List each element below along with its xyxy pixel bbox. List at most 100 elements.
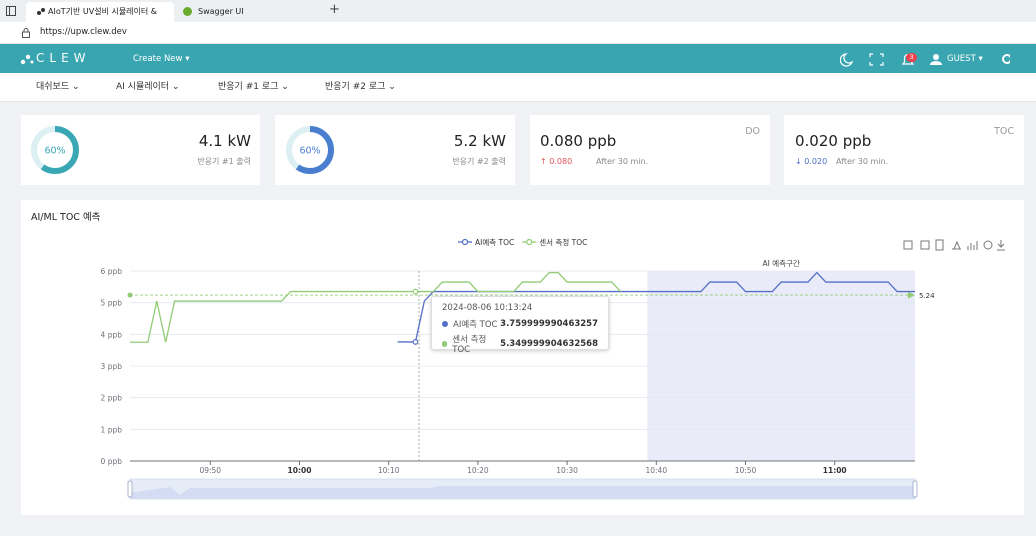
- x-tick-label: 10:30: [556, 466, 578, 475]
- tooltip-dot: [442, 321, 449, 327]
- x-tick-label: 10:40: [645, 466, 667, 475]
- gauge-arc: [286, 126, 334, 174]
- nav-item[interactable]: 반응기 #1 로그 ⌄: [218, 82, 289, 92]
- chart: AI 예측구간 0 ppb 1 ppb 2 ppb 3 ppb 4 ppb 5 ppb 6 p…: [101, 237, 1005, 500]
- mark-line-arrow: [908, 291, 915, 299]
- nav-label: 반응기 #2 로그: [325, 82, 386, 92]
- series-line: [130, 271, 622, 343]
- tooltip-title: 2024-08-06 10:13:24: [442, 303, 533, 313]
- stat-card: 60% 4.1 kW 반응기 #1 출력: [21, 115, 260, 185]
- notification-badge: 3: [906, 53, 917, 62]
- app-header: CLEW Create New ▾ 3 GUEST ▾: [0, 44, 1036, 73]
- tooltip: 2024-08-06 10:13:24 AI예측 TOC 3.7599999904…: [431, 296, 610, 355]
- y-tick-label: 2 ppb: [101, 394, 123, 403]
- mark-line-label: 5.24: [919, 292, 935, 300]
- nav-bar: 대쉬보드 ⌄ AI 시뮬레이터 ⌄ 반응기 #1 로그 ⌄ 반응기 #2 로그 …: [0, 73, 1036, 102]
- user-name: GUEST: [947, 54, 976, 64]
- y-tick-label: 4 ppb: [101, 330, 123, 339]
- data-zoom[interactable]: [127, 478, 918, 500]
- logo-mark: [20, 54, 34, 65]
- tab-title: Swagger UI: [198, 7, 244, 16]
- address-bar: https://upw.clew.dev: [0, 22, 1036, 44]
- stat-tag: TOC: [994, 126, 1014, 137]
- stat-caption: 반응기 #1 출력: [197, 157, 251, 166]
- stat-delta: ↓ 0.020: [795, 157, 828, 166]
- gauge: 60%: [31, 126, 79, 174]
- gauge-label: 60%: [299, 146, 320, 157]
- browser-tab[interactable]: AIoT기반 UV설비 시뮬레이터 &: [26, 2, 174, 22]
- nav-label: AI 시뮬레이터: [116, 82, 170, 92]
- create-new-label: Create New: [133, 54, 183, 64]
- stat-value: 4.1 kW: [198, 132, 251, 150]
- logo[interactable]: CLEW: [36, 51, 91, 65]
- tooltip-name: AI예측 TOC: [453, 320, 498, 330]
- create-new[interactable]: Create New ▾: [133, 54, 190, 64]
- stat-note: After 30 min.: [596, 157, 649, 166]
- legend-symbol: [461, 238, 469, 246]
- browser-tab[interactable]: Swagger UI: [176, 2, 324, 22]
- nav-label: 반응기 #1 로그: [218, 82, 279, 92]
- y-tick-label: 3 ppb: [101, 362, 123, 371]
- chart-title: AI/ML TOC 예측: [31, 212, 101, 223]
- y-tick-label: 0 ppb: [101, 457, 123, 466]
- zoom-handle: [912, 480, 918, 498]
- legend-item[interactable]: 센서 측정 TOC: [522, 237, 587, 247]
- clew-icon: [37, 8, 45, 15]
- chart-card: AI/ML TOC 예측 AI 예측구간 0 ppb 1 ppb 2 ppb 3 ppb…: [21, 200, 1024, 515]
- y-tick-label: 1 ppb: [101, 425, 123, 434]
- url[interactable]: https://upw.clew.dev: [40, 27, 127, 37]
- legend-item[interactable]: AI예측 TOC: [458, 237, 514, 247]
- x-tick-label: 10:50: [735, 466, 757, 475]
- delta-value: 0.080: [549, 157, 573, 166]
- lock-icon: [22, 28, 30, 38]
- x-tick-label: 10:10: [378, 466, 400, 475]
- stat-value: 0.020 ppb: [795, 132, 872, 150]
- hover-point: [412, 288, 419, 295]
- stat-tag: DO: [745, 126, 760, 137]
- legend-label: AI예측 TOC: [475, 237, 514, 247]
- x-tick-label: 10:20: [467, 466, 489, 475]
- y-tick-label: 5 ppb: [101, 299, 123, 308]
- user-menu[interactable]: GUEST ▾: [947, 54, 983, 64]
- tooltip-row: AI예측 TOC 3.759999990463257: [442, 318, 598, 330]
- nav-label: 대쉬보드: [36, 82, 70, 92]
- zoom-handle: [127, 480, 133, 498]
- stat-caption: 반응기 #2 출력: [452, 157, 506, 166]
- toolbox[interactable]: [903, 239, 1005, 251]
- swagger-icon: [183, 7, 192, 16]
- tab-strip: AIoT기반 UV설비 시뮬레이터 & Swagger UI +: [0, 0, 1036, 22]
- nav-item[interactable]: 대쉬보드 ⌄: [36, 82, 80, 92]
- header-icons: [840, 53, 1010, 67]
- mark-area-label: AI 예측구간: [763, 258, 800, 268]
- mark-line-start: [127, 292, 133, 298]
- x-tick-label: 10:00: [288, 466, 312, 475]
- stat-value: 0.080 ppb: [540, 132, 617, 150]
- nav-item[interactable]: AI 시뮬레이터 ⌄: [116, 82, 180, 92]
- window-icon: [6, 6, 16, 16]
- y-tick-label: 6 ppb: [101, 267, 123, 276]
- legend-label: 센서 측정 TOC: [539, 237, 587, 247]
- stat-card: 0.020 ppb TOC ↓ 0.020 After 30 min.: [784, 115, 1024, 185]
- tooltip-name: 센서 측정 TOC: [452, 335, 487, 355]
- stat-card: 0.080 ppb DO ↑ 0.080 After 30 min.: [530, 115, 770, 185]
- gauge-label: 60%: [44, 146, 65, 157]
- stat-value: 5.2 kW: [453, 132, 506, 150]
- zoom-shadow: [130, 486, 915, 499]
- stat-note: After 30 min.: [836, 157, 889, 166]
- hover-point: [412, 339, 419, 345]
- stat-card: 60% 5.2 kW 반응기 #2 출력: [275, 115, 515, 185]
- tooltip-row: 센서 측정 TOC 5.349999904632568: [442, 333, 598, 355]
- x-tick-label: 09:50: [199, 466, 221, 475]
- gauge: 60%: [286, 126, 334, 174]
- legend-symbol: [526, 238, 533, 246]
- tooltip-dot: [442, 341, 448, 347]
- new-tab[interactable]: +: [329, 2, 340, 17]
- gauge-arc: [31, 126, 79, 174]
- tooltip-value: 5.349999904632568: [500, 339, 599, 349]
- delta-value: 0.020: [804, 157, 828, 166]
- tab-title: AIoT기반 UV설비 시뮬레이터 &: [48, 7, 158, 16]
- x-tick-label: 11:00: [823, 466, 847, 475]
- nav-item[interactable]: 반응기 #2 로그 ⌄: [325, 82, 396, 92]
- stat-delta: ↑ 0.080: [540, 157, 573, 166]
